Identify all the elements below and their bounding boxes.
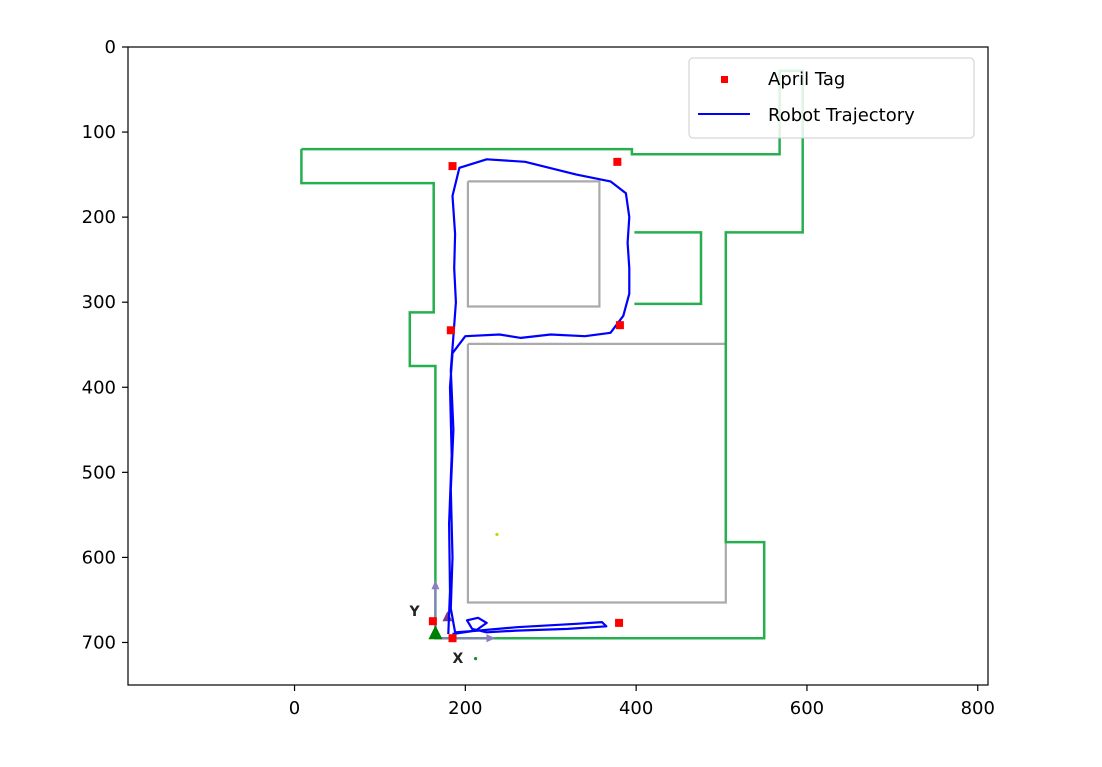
- obstacle-outline-0: [466, 180, 601, 308]
- x-tick-label-400: 400: [619, 698, 653, 719]
- april-tag-marker-3: [615, 321, 624, 330]
- y-tick-label-600: 600: [82, 547, 116, 568]
- y-tick-label-200: 200: [82, 207, 116, 228]
- y-tick-label-500: 500: [82, 462, 116, 483]
- april-tag-marker-1: [613, 157, 622, 166]
- y-tick-label-700: 700: [82, 632, 116, 653]
- wall-outline-1: [634, 231, 703, 306]
- origin-x-label: X: [452, 651, 463, 667]
- april-tag-marker-2: [446, 326, 455, 335]
- origin-x-arrowhead: [486, 634, 496, 643]
- stray-point-0: [495, 532, 499, 537]
- legend-label-robot-trajectory: Robot Trajectory: [768, 105, 915, 126]
- april-tag-marker-4: [428, 617, 437, 626]
- x-tick-label-800: 800: [961, 698, 995, 719]
- april-tag-marker-6: [615, 618, 624, 627]
- legend-label-april-tag: April Tag: [768, 69, 845, 90]
- robot-trajectory-line: [447, 158, 631, 636]
- april-tag-marker-5: [448, 634, 457, 643]
- origin-marker: [428, 625, 443, 640]
- y-tick-label-0: 0: [105, 37, 116, 58]
- wall-outline-0: [300, 69, 804, 640]
- legend-box: [688, 57, 975, 139]
- april-tag-marker-0: [448, 162, 457, 171]
- x-tick-label-600: 600: [790, 698, 824, 719]
- legend-marker-april-tag: [721, 76, 728, 83]
- tick-layer: 0 200 400 600 800 0 100 200 300 400 500 600 700: [82, 37, 995, 719]
- origin-y-arrowhead: [431, 580, 440, 590]
- stray-point-1: [473, 657, 478, 661]
- legend: April Tag Robot Trajectory: [688, 57, 975, 139]
- y-tick-label-400: 400: [82, 377, 116, 398]
- x-tick-label-0: 0: [289, 698, 300, 719]
- origin-y-label: Y: [408, 604, 420, 620]
- y-tick-label-300: 300: [82, 292, 116, 313]
- y-tick-label-100: 100: [82, 122, 116, 143]
- map-layer: XY: [300, 69, 804, 667]
- axes-frame: [127, 46, 989, 686]
- obstacle-outline-1: [466, 342, 727, 604]
- data-layer: [428, 157, 631, 643]
- x-tick-label-200: 200: [448, 698, 482, 719]
